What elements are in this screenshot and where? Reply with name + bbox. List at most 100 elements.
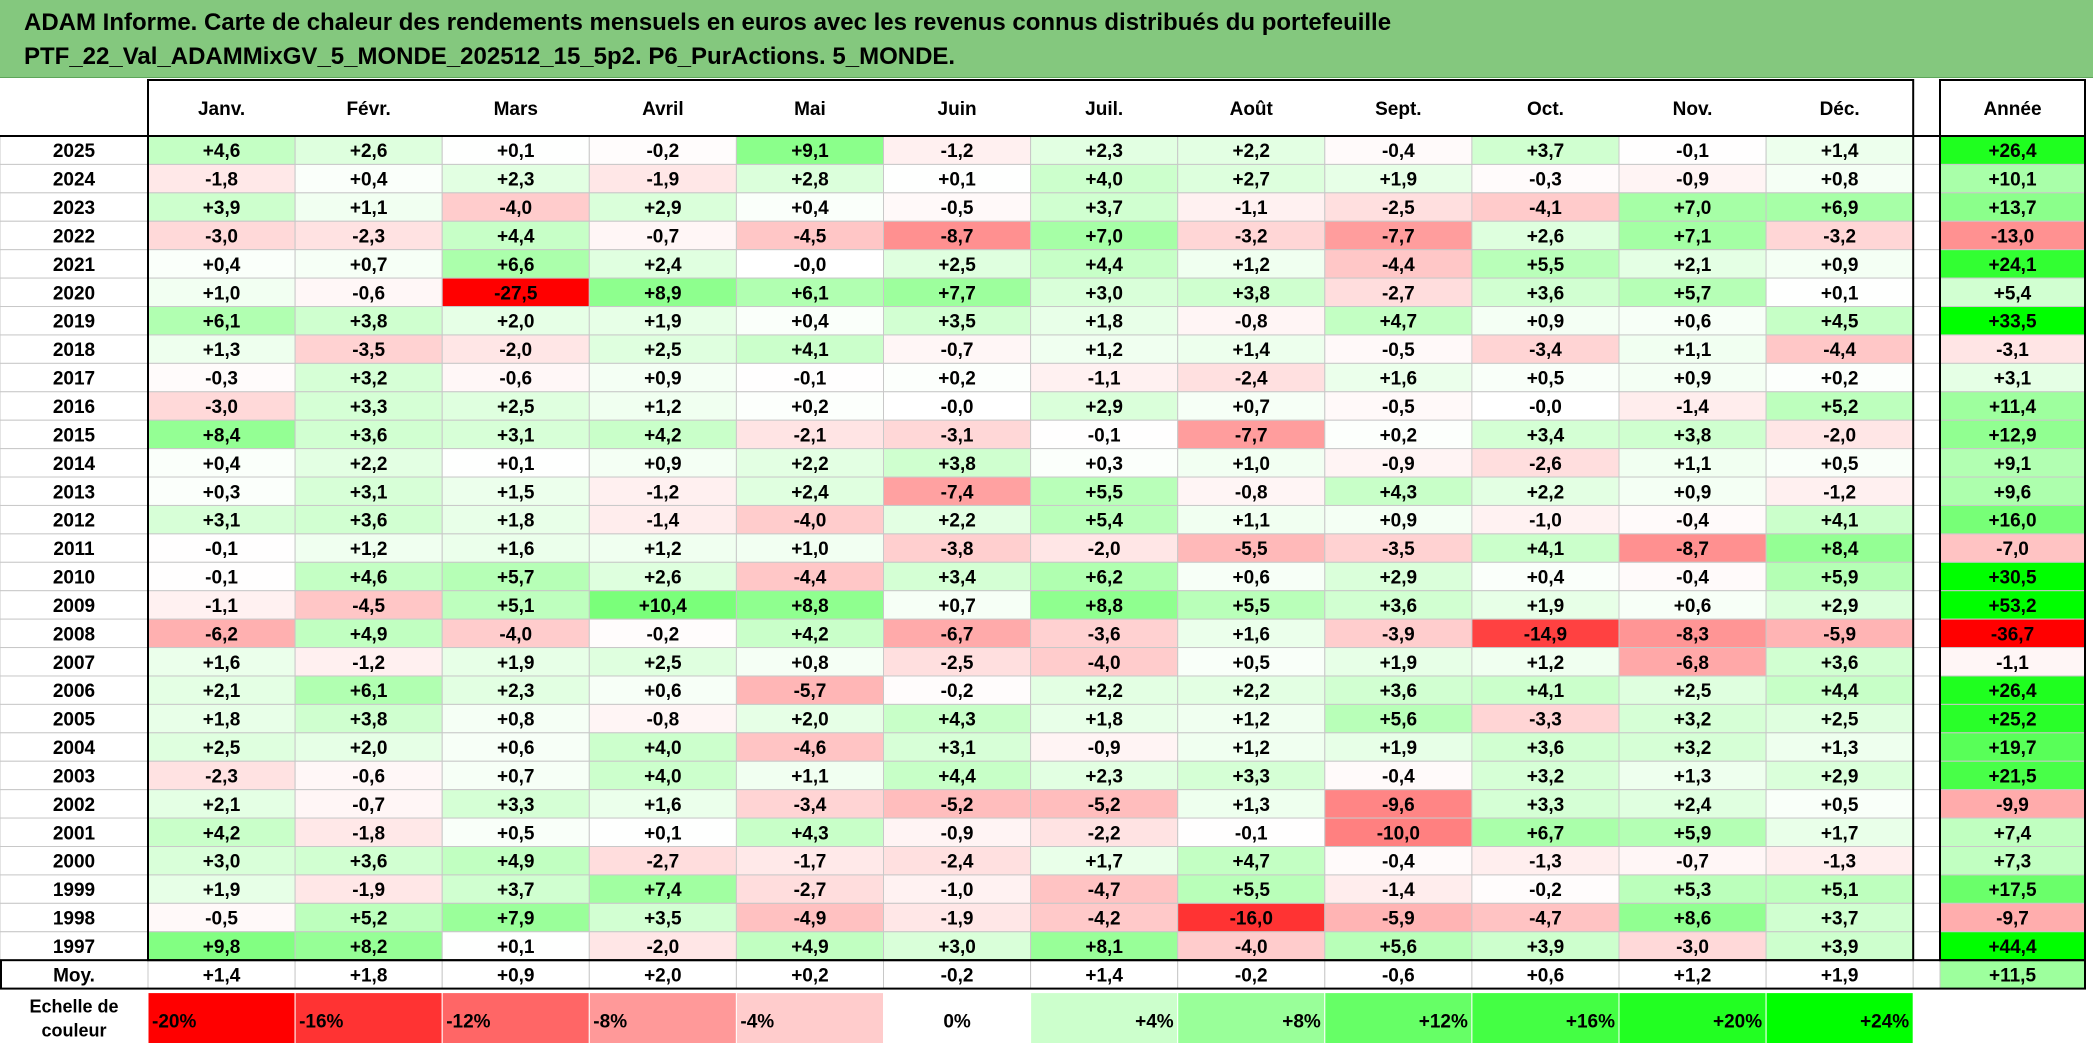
heatmap-cell [1618, 647, 1767, 677]
spacer-cell [1912, 135, 1941, 165]
heatmap-cell [1030, 590, 1179, 620]
heatmap-cell [735, 902, 885, 933]
heatmap-cell [735, 163, 885, 194]
cell-value: +0,7 [1232, 397, 1270, 418]
year-row-label: 2009 [53, 596, 95, 617]
heatmap-cell [735, 220, 885, 251]
cell-value: +0,5 [1232, 653, 1270, 674]
annual-value: +10,1 [1988, 170, 2037, 191]
year-row-label-cell [0, 533, 149, 563]
heatmap-cell [1765, 163, 1914, 194]
annual-value: +24,1 [1988, 255, 2037, 276]
cell-value: +4,3 [791, 823, 829, 844]
year-row-label-cell [0, 647, 149, 677]
heatmap-cell [441, 504, 590, 535]
heatmap-cell [1324, 789, 1473, 819]
month-header: Déc. [1820, 99, 1860, 120]
heatmap-cell [1618, 618, 1767, 649]
scale-step-label: +16% [1566, 1012, 1615, 1033]
cell-value: +3,3 [350, 397, 388, 418]
cell-value: +2,7 [1232, 170, 1270, 191]
cell-value: +0,9 [1380, 511, 1418, 532]
heatmap-cell [147, 874, 296, 904]
heatmap-cell [1177, 817, 1326, 848]
cell-value: -0,7 [352, 795, 385, 816]
cell-value: +5,2 [350, 909, 388, 930]
cell-value: +5,6 [1380, 710, 1418, 731]
heatmap-cell [588, 902, 737, 933]
cell-value: -10,0 [1377, 823, 1420, 844]
cell-value: -1,7 [794, 852, 827, 873]
heatmap-cell [147, 391, 296, 421]
heatmap-cell [1324, 249, 1473, 279]
cell-value: +1,9 [1527, 596, 1565, 617]
heatmap-cell [1324, 334, 1473, 364]
annual-cell [1939, 504, 2086, 535]
scale-swatch [588, 992, 737, 1043]
heatmap-cell [1030, 618, 1179, 649]
heatmap-cell [735, 249, 885, 279]
year-row-label: 2020 [53, 283, 95, 304]
heatmap-cell [294, 334, 443, 364]
annual-cell [1939, 675, 2086, 705]
year-row-label: 2013 [53, 482, 95, 503]
cell-value: +1,3 [1674, 766, 1712, 787]
heatmap-cell [1765, 675, 1914, 705]
heatmap-cell [1618, 476, 1767, 506]
heatmap-cell [1765, 590, 1914, 620]
heatmap-cell [147, 732, 296, 762]
year-row-label-cell [0, 874, 149, 904]
heatmap-cell [1177, 902, 1326, 933]
cell-value: +7,7 [938, 283, 976, 304]
heatmap-cell [883, 647, 1032, 677]
heatmap-cell [294, 362, 443, 393]
heatmap-cell [1177, 476, 1326, 506]
annual-cell [1939, 703, 2086, 734]
cell-value: +2,1 [203, 681, 241, 702]
cell-value: -0,2 [646, 141, 679, 162]
heatmap-cell [883, 959, 1032, 990]
cell-value: +2,5 [203, 738, 241, 759]
cell-value: -5,7 [794, 681, 827, 702]
cell-value: +5,5 [1527, 255, 1565, 276]
heatmap-cell [1030, 675, 1179, 705]
heatmap-cell [1765, 135, 1914, 165]
cell-value: +3,6 [350, 852, 388, 873]
heatmap-cell [1471, 277, 1620, 308]
annual-header: Année [1983, 99, 2041, 120]
heatmap-cell [1765, 817, 1914, 848]
heatmap-cell [883, 220, 1032, 251]
annual-value: +44,4 [1988, 937, 2037, 958]
cell-value: +0,1 [644, 823, 682, 844]
cell-value: -3,6 [1088, 624, 1121, 645]
cell-value: +2,6 [1527, 226, 1565, 247]
year-row-label: 2022 [53, 226, 95, 247]
cell-value: -0,4 [1382, 766, 1415, 787]
year-row-label: 2017 [53, 369, 95, 390]
cell-value: -1,3 [1529, 852, 1562, 873]
cell-value: -0,7 [646, 226, 679, 247]
heatmap-cell [1030, 192, 1179, 222]
month-header: Mai [794, 99, 826, 120]
heatmap-cell [294, 391, 443, 421]
heatmap-cell [883, 419, 1032, 450]
heatmap-cell [294, 817, 443, 848]
year-row-label: 2010 [53, 568, 95, 589]
heatmap-cell [1618, 362, 1767, 393]
annual-cell [1939, 789, 2086, 819]
heatmap-cell [883, 504, 1032, 535]
heatmap-cell [1177, 362, 1326, 393]
year-row-label-cell [0, 334, 149, 364]
heatmap-cell [1471, 476, 1620, 506]
annual-value: +53,2 [1988, 596, 2036, 617]
cell-value: -2,0 [1823, 425, 1856, 446]
heatmap-cell [1618, 931, 1767, 961]
heatmap-cell [588, 220, 737, 251]
cell-value: +0,9 [1674, 369, 1712, 390]
cell-value: -0,2 [646, 624, 679, 645]
heatmap-cell [883, 789, 1032, 819]
heatmap-cell [735, 931, 885, 961]
heatmap-cell [883, 931, 1032, 961]
cell-value: -1,2 [646, 482, 679, 503]
cell-value: +2,3 [1085, 141, 1123, 162]
